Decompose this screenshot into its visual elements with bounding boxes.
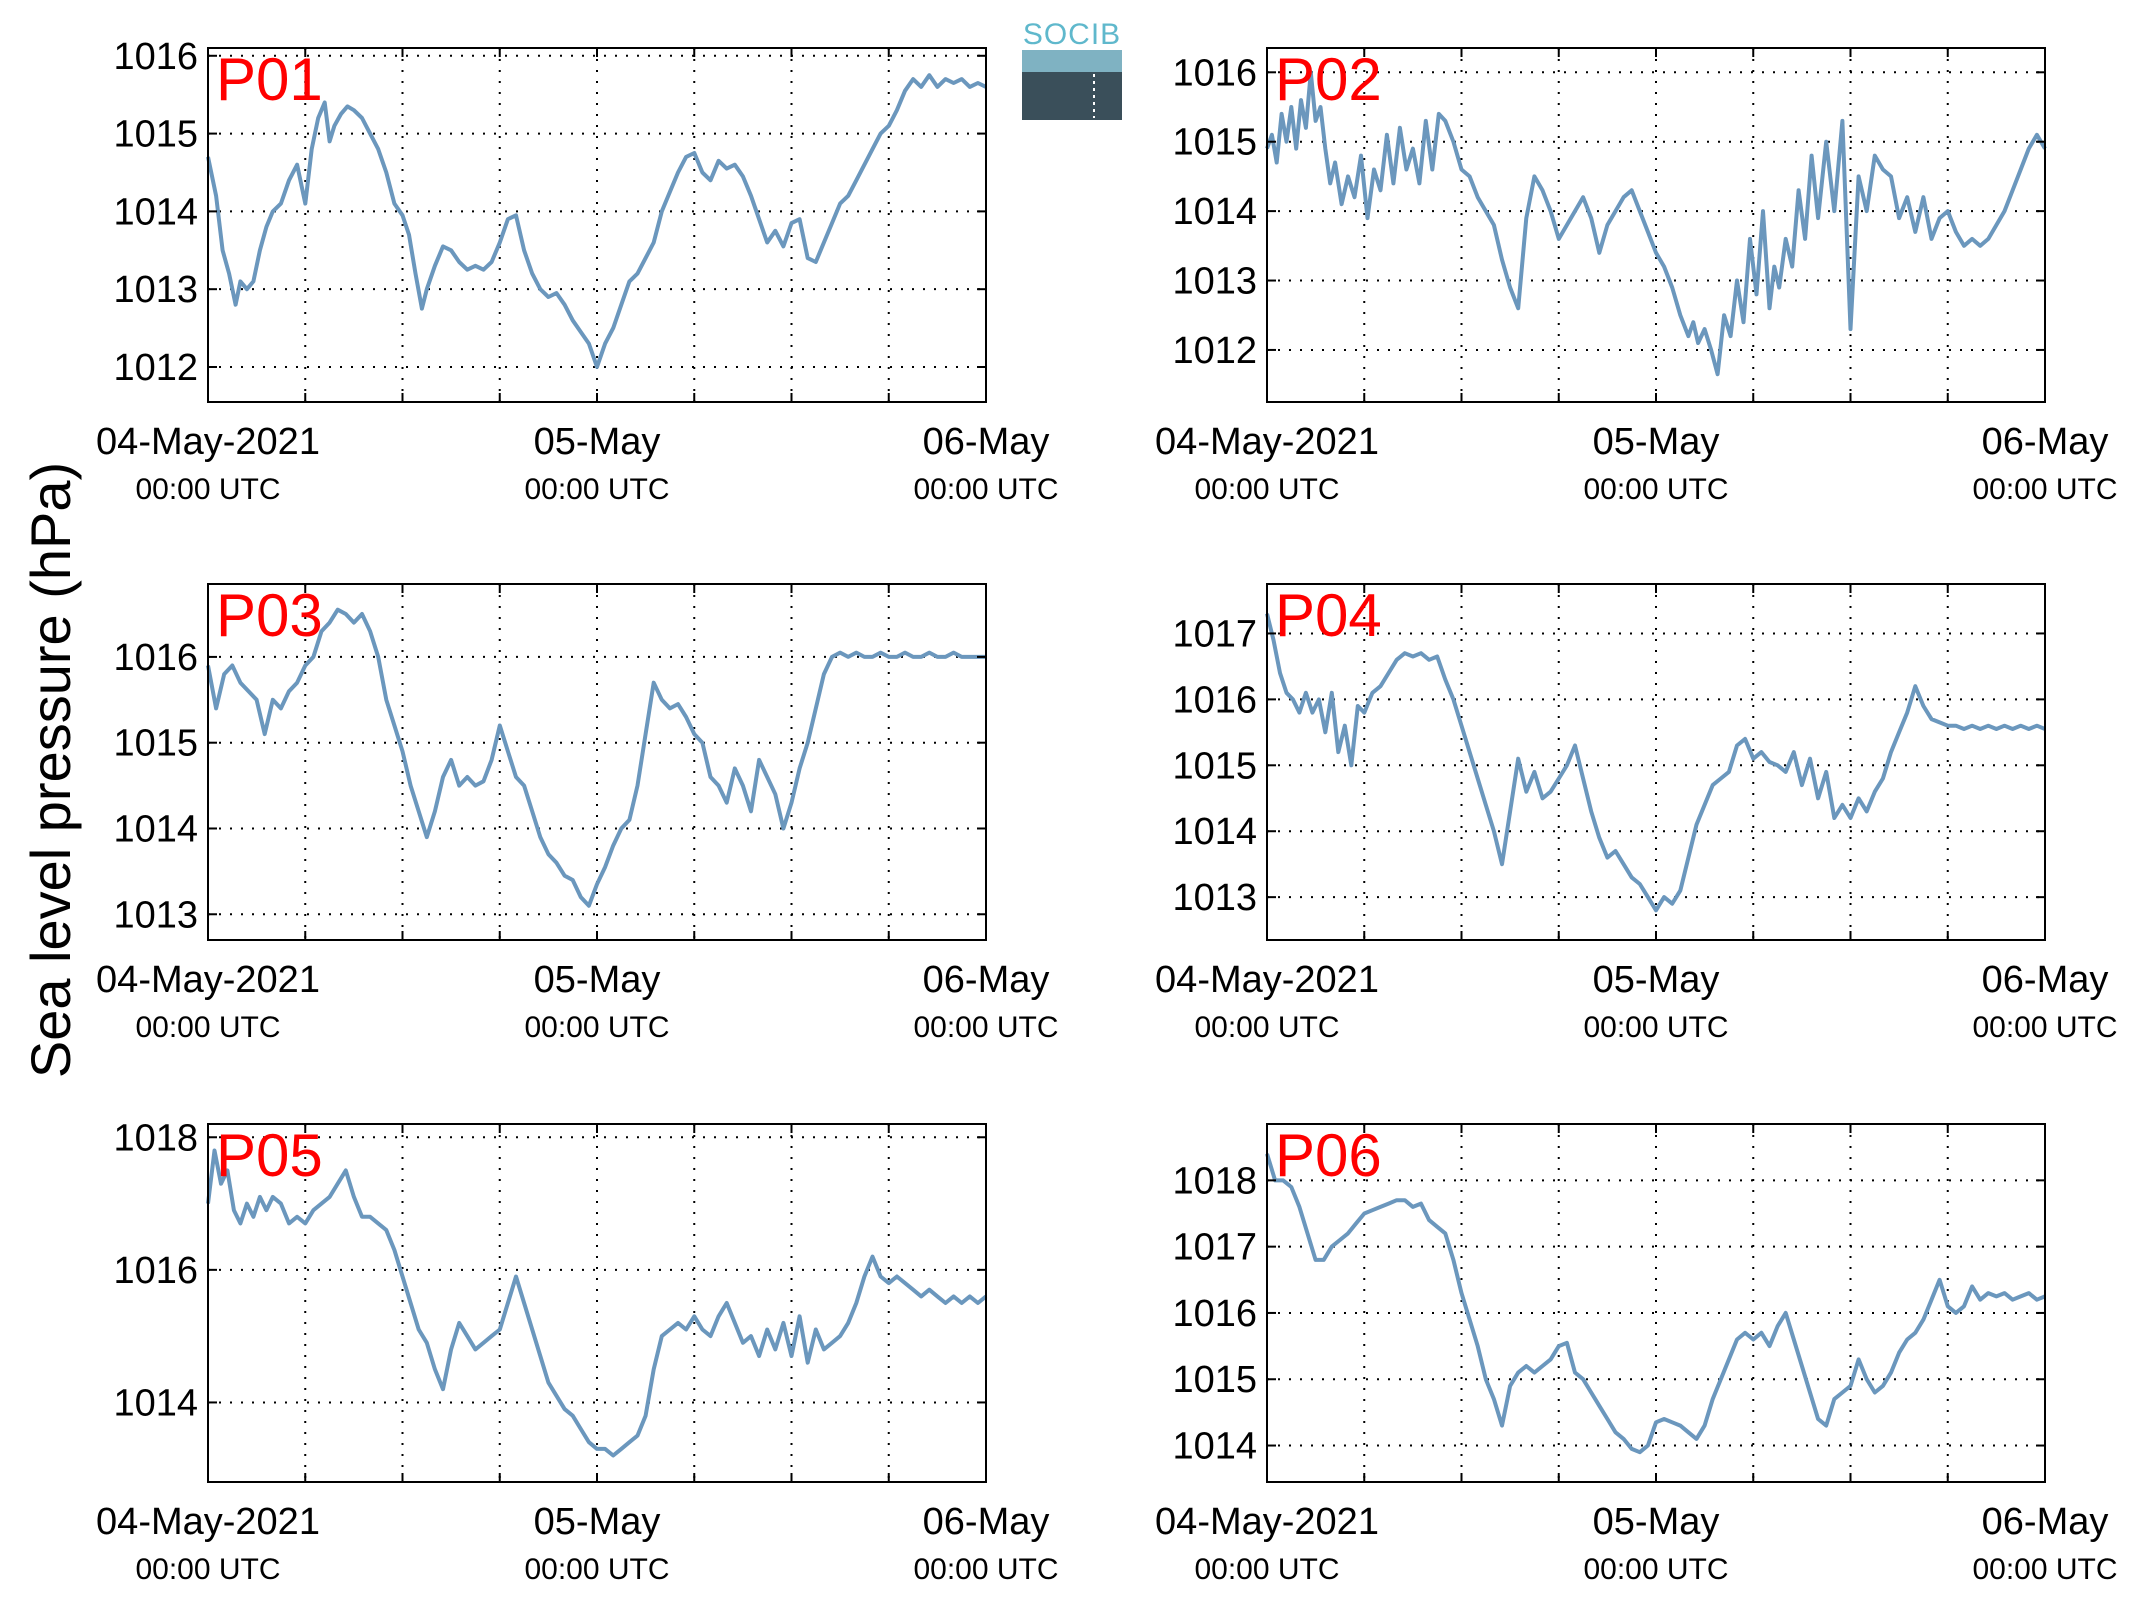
x-tick-label-date: 06-May — [1982, 421, 2109, 463]
x-tick-label-time: 00:00 UTC — [1972, 1553, 2117, 1586]
x-tick-label-date: 06-May — [923, 421, 1050, 463]
x-tick-label-date: 04-May-2021 — [1155, 1501, 1379, 1543]
panel-p04: 1013 1014 1015 1016 1017 04-May-2021 00:00 UTC… — [1155, 582, 2117, 1044]
y-tick-label: 1014 — [113, 1382, 198, 1424]
x-tick-label-date: 06-May — [923, 1501, 1050, 1543]
y-tick-label: 1017 — [1172, 1227, 1257, 1269]
y-tick-label: 1016 — [1172, 679, 1257, 721]
x-tick-label-date: 05-May — [1593, 1501, 1720, 1543]
panel-p01: 1012 1013 1014 1015 1016 04-May-2021 00:00 UTC… — [96, 36, 1058, 506]
x-tick-label-date: 04-May-2021 — [1155, 959, 1379, 1001]
x-tick-label-date: 04-May-2021 — [96, 959, 320, 1001]
x-tick-label-time: 00:00 UTC — [1583, 1011, 1728, 1044]
y-tick-label: 1012 — [1172, 330, 1257, 372]
y-tick-label: 1014 — [113, 808, 198, 850]
series-line-p04 — [1265, 613, 2046, 913]
y-tick-label: 1018 — [113, 1117, 198, 1159]
x-tick-label-time: 00:00 UTC — [1583, 1553, 1728, 1586]
y-axis-label: Sea level pressure (hPa) — [19, 462, 82, 1078]
panel-p06: 1014 1015 1016 1017 1018 04-May-2021 00:00 UTC… — [1155, 1122, 2117, 1586]
x-tick-label-time: 00:00 UTC — [1583, 473, 1728, 506]
y-tick-label: 1013 — [113, 894, 198, 936]
y-tick-label: 1015 — [113, 114, 198, 156]
x-tick-label-date: 04-May-2021 — [1155, 421, 1379, 463]
x-tick-label-date: 04-May-2021 — [96, 1501, 320, 1543]
y-tick-label: 1013 — [113, 269, 198, 311]
y-tick-label: 1015 — [1172, 1359, 1257, 1401]
panel-p05: 1014 1016 1018 04-May-2021 00:00 UTC 05-May 00… — [96, 1117, 1058, 1586]
x-tick-label-time: 00:00 UTC — [1194, 1011, 1339, 1044]
x-tick-label-time: 00:00 UTC — [913, 1553, 1058, 1586]
y-tick-label: 1016 — [1172, 52, 1257, 94]
x-tick-label-time: 00:00 UTC — [135, 473, 280, 506]
y-tick-label: 1014 — [1172, 191, 1257, 233]
x-tick-label-time: 00:00 UTC — [913, 473, 1058, 506]
y-tick-label: 1015 — [1172, 745, 1257, 787]
x-tick-label-time: 00:00 UTC — [524, 473, 669, 506]
x-tick-label-date: 05-May — [534, 421, 661, 463]
y-tick-label: 1012 — [113, 347, 198, 389]
y-tick-label: 1016 — [113, 36, 198, 78]
y-tick-label: 1013 — [1172, 877, 1257, 919]
x-tick-label-date: 05-May — [1593, 959, 1720, 1001]
panel-label: P06 — [1275, 1122, 1382, 1189]
y-tick-label: 1015 — [113, 723, 198, 765]
x-tick-label-time: 00:00 UTC — [1972, 1011, 2117, 1044]
x-tick-label-date: 06-May — [1982, 959, 2109, 1001]
y-tick-label: 1018 — [1172, 1160, 1257, 1202]
x-tick-label-time: 00:00 UTC — [135, 1553, 280, 1586]
x-tick-label-time: 00:00 UTC — [524, 1011, 669, 1044]
x-tick-label-time: 00:00 UTC — [524, 1553, 669, 1586]
x-tick-label-date: 06-May — [923, 959, 1050, 1001]
y-tick-label: 1013 — [1172, 261, 1257, 303]
y-tick-label: 1014 — [1172, 811, 1257, 853]
x-tick-label-time: 00:00 UTC — [135, 1011, 280, 1044]
x-tick-label-date: 05-May — [534, 959, 661, 1001]
y-tick-label: 1014 — [113, 191, 198, 233]
y-tick-label: 1016 — [113, 637, 198, 679]
socib-logo: SOCIB — [1022, 18, 1122, 120]
series-line-p02 — [1265, 70, 2047, 377]
x-tick-label-time: 00:00 UTC — [1194, 473, 1339, 506]
x-tick-label-time: 00:00 UTC — [1194, 1553, 1339, 1586]
series-line-p06 — [1265, 1153, 2046, 1455]
x-tick-label-date: 06-May — [1982, 1501, 2109, 1543]
x-tick-label-date: 04-May-2021 — [96, 421, 320, 463]
logo-wave — [1022, 50, 1122, 72]
x-tick-label-time: 00:00 UTC — [913, 1011, 1058, 1044]
panel-p03: 1013 1014 1015 1016 04-May-2021 00:00 UTC 05-M… — [96, 582, 1058, 1044]
panel-label: P02 — [1275, 46, 1382, 113]
panel-label: P05 — [216, 1122, 323, 1189]
x-tick-label-date: 05-May — [534, 1501, 661, 1543]
y-tick-label: 1016 — [113, 1250, 198, 1292]
logo-text: SOCIB — [1023, 18, 1121, 51]
y-tick-label: 1014 — [1172, 1426, 1257, 1468]
series-line-p03 — [206, 607, 986, 908]
panel-label: P01 — [216, 46, 323, 113]
panel-label: P03 — [216, 582, 323, 649]
x-tick-label-date: 05-May — [1593, 421, 1720, 463]
panel-p02: 1012 1013 1014 1015 1016 04-May-2021 00:00 UTC… — [1155, 46, 2117, 506]
panel-label: P04 — [1275, 582, 1382, 649]
series-line-p05 — [206, 1148, 988, 1458]
x-tick-label-time: 00:00 UTC — [1972, 473, 2117, 506]
series-line-p01 — [206, 73, 987, 369]
y-tick-label: 1017 — [1172, 613, 1257, 655]
y-tick-label: 1016 — [1172, 1293, 1257, 1335]
y-tick-label: 1015 — [1172, 122, 1257, 164]
panels: 1012 1013 1014 1015 1016 04-May-2021 00:00 UTC… — [96, 36, 2117, 1586]
